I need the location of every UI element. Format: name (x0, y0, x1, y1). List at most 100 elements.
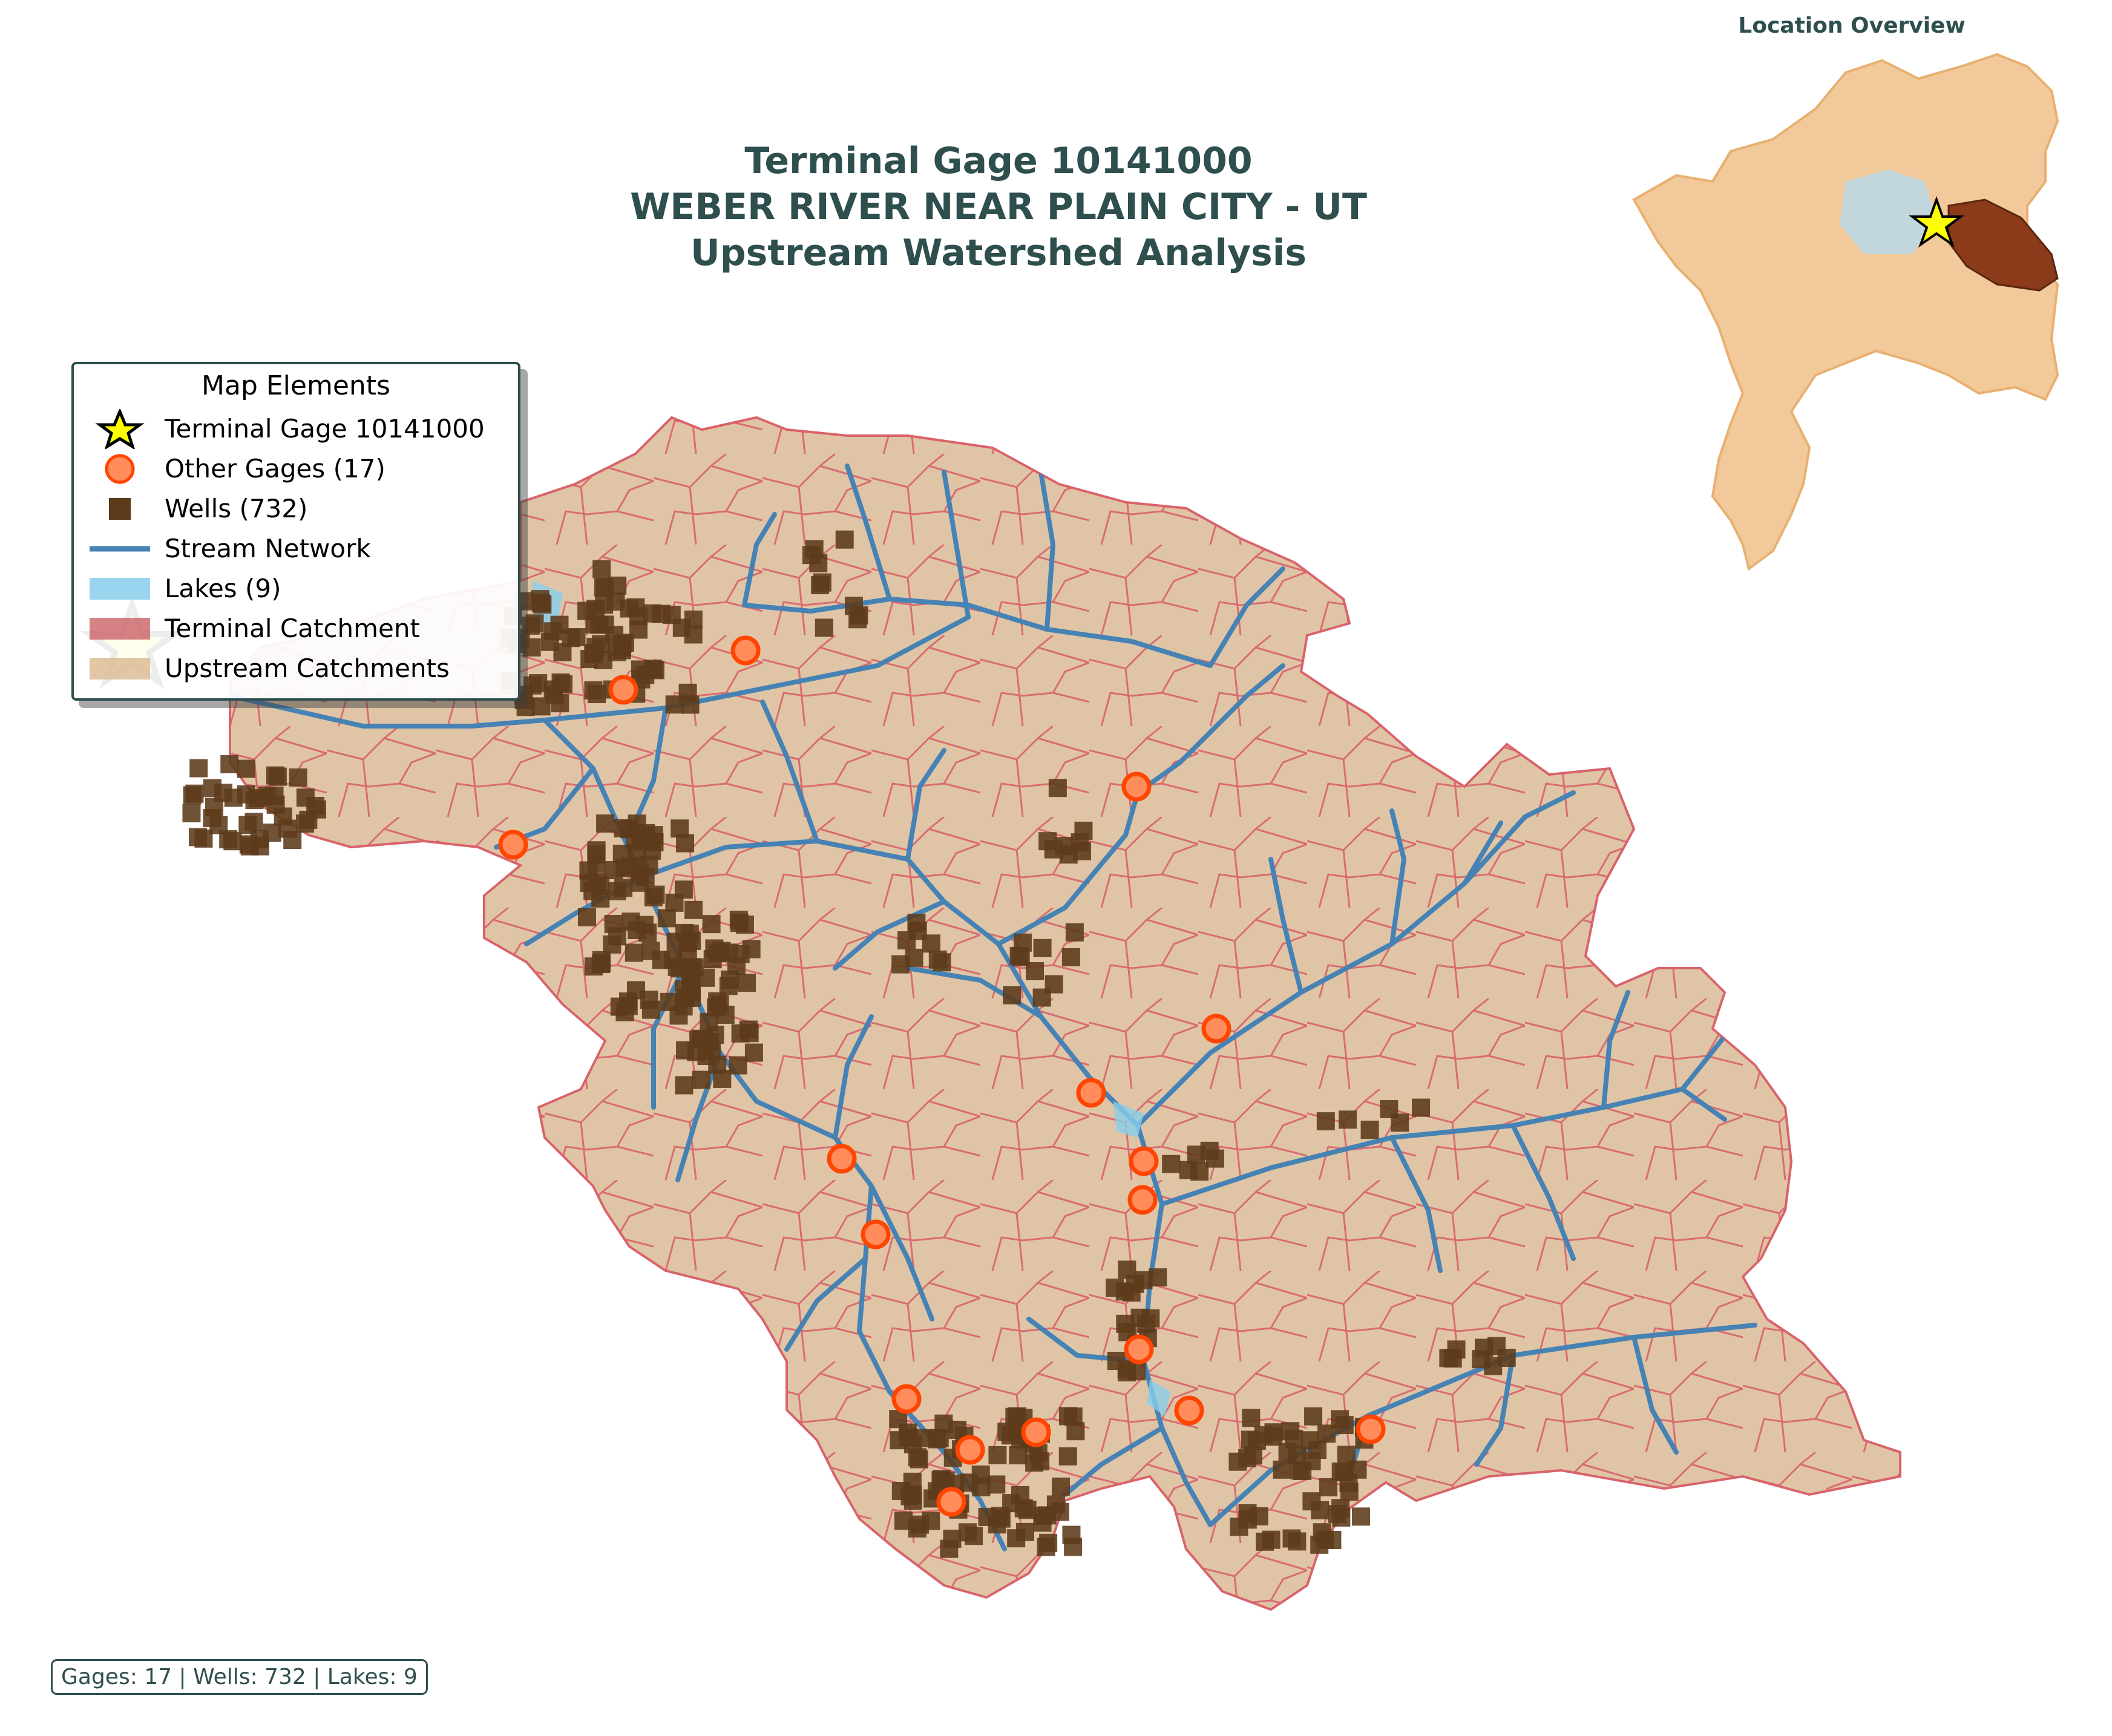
well-marker (240, 837, 259, 856)
well-marker (675, 1076, 694, 1095)
legend-label: Terminal Gage 10141000 (165, 414, 485, 444)
well-marker (965, 1527, 983, 1545)
well-marker (813, 573, 831, 592)
well-marker (702, 915, 721, 934)
well-marker (1316, 1112, 1335, 1131)
line-icon (90, 546, 150, 552)
well-marker (263, 824, 281, 842)
well-marker (928, 950, 947, 969)
well-marker (591, 635, 610, 653)
well-marker (578, 908, 597, 926)
well-marker (735, 915, 754, 934)
well-marker (592, 560, 611, 578)
gage-marker (498, 830, 528, 860)
patch-icon (90, 578, 150, 600)
well-marker (1008, 1407, 1026, 1426)
well-marker (630, 873, 649, 892)
well-marker (905, 948, 923, 967)
legend-item-terminal-gage: Terminal Gage 10141000 (74, 409, 518, 449)
legend-label: Wells (732) (165, 494, 308, 523)
well-marker (1179, 1161, 1198, 1179)
well-marker (268, 767, 287, 786)
well-marker (237, 759, 255, 778)
well-marker (1487, 1337, 1506, 1355)
well-marker (1126, 1274, 1144, 1293)
well-marker (1065, 923, 1084, 942)
well-marker (669, 1006, 688, 1025)
location-overview-inset (1632, 53, 2059, 571)
legend-label: Stream Network (165, 534, 371, 563)
well-marker (1304, 1407, 1323, 1426)
well-marker (1106, 1279, 1124, 1297)
gage-marker (1356, 1414, 1386, 1444)
well-marker (1290, 1461, 1309, 1480)
well-marker (1003, 986, 1022, 1004)
well-marker (674, 880, 693, 899)
well-marker (720, 943, 738, 962)
well-marker (1149, 1268, 1167, 1287)
legend-item-terminal-catchment: Terminal Catchment (74, 609, 518, 649)
well-marker (1127, 1362, 1146, 1381)
well-marker (612, 641, 631, 660)
well-marker (1116, 1314, 1135, 1333)
well-marker (1323, 1530, 1342, 1549)
well-marker (1032, 988, 1051, 1007)
well-marker (1242, 1409, 1261, 1427)
well-marker (652, 604, 671, 623)
well-marker (244, 813, 263, 831)
well-marker (931, 1471, 950, 1490)
well-marker (744, 1043, 763, 1062)
gage-marker (936, 1487, 966, 1517)
legend-label: Lakes (9) (165, 574, 281, 603)
well-marker (1064, 1407, 1083, 1426)
well-marker (182, 804, 201, 823)
well-marker (652, 951, 671, 969)
well-marker (692, 1070, 710, 1089)
gage-marker (955, 1435, 985, 1465)
legend-label: Upstream Catchments (165, 653, 450, 683)
title-line-3: Upstream Watershed Analysis (690, 232, 1307, 274)
well-marker (625, 943, 643, 962)
well-marker (700, 1013, 718, 1032)
inset-title: Location Overview (1738, 13, 1966, 38)
well-marker (1288, 1446, 1307, 1464)
well-marker (635, 915, 654, 934)
star-icon (95, 409, 145, 449)
well-marker (1264, 1427, 1283, 1446)
legend-item-other-gages: Other Gages (17) (74, 449, 518, 489)
well-marker (934, 1414, 953, 1433)
well-marker (636, 666, 655, 684)
well-marker (1360, 1121, 1379, 1139)
well-marker (591, 877, 609, 896)
well-marker (681, 980, 700, 998)
well-marker (579, 861, 598, 880)
well-marker (988, 1446, 1007, 1464)
gage-marker (730, 635, 761, 666)
well-marker (1447, 1340, 1466, 1359)
well-marker (1058, 1447, 1077, 1466)
well-marker (587, 841, 606, 860)
well-marker (543, 622, 562, 641)
well-marker (640, 991, 658, 1009)
well-marker (588, 685, 606, 704)
patch-icon (90, 658, 150, 680)
well-marker (1262, 1530, 1281, 1549)
well-marker (657, 909, 676, 928)
well-marker (678, 683, 697, 702)
well-marker (1071, 833, 1089, 852)
well-marker (1311, 1501, 1330, 1519)
well-marker (680, 925, 699, 943)
well-marker (692, 1029, 710, 1048)
legend-title: Map Elements (202, 370, 390, 401)
well-marker (1007, 1529, 1026, 1548)
well-marker (1033, 1513, 1052, 1532)
patch-icon (90, 618, 150, 640)
gage-marker (608, 675, 638, 705)
well-marker (697, 968, 715, 987)
well-marker (1061, 948, 1080, 966)
gage-marker (1129, 1146, 1159, 1176)
well-marker (987, 1475, 1006, 1494)
well-marker (220, 755, 239, 774)
other-gages (498, 635, 1386, 1517)
well-marker (610, 997, 629, 1016)
